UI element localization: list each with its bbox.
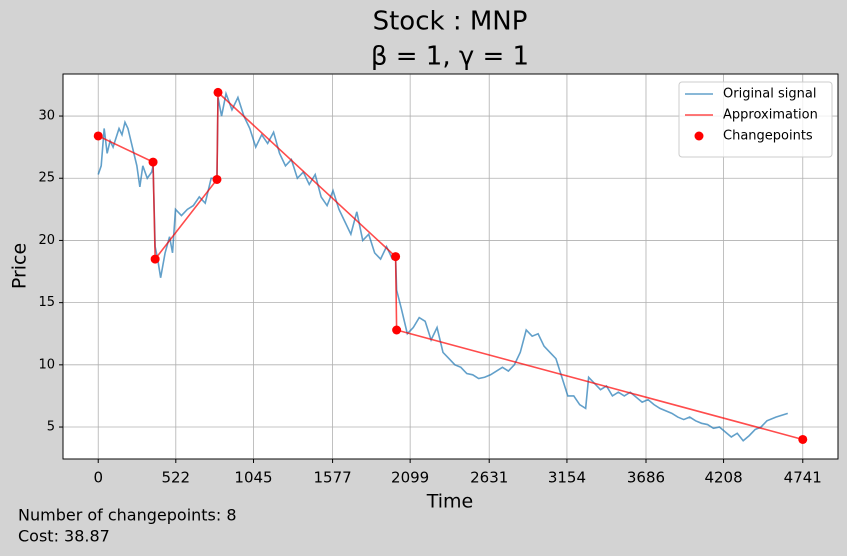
y-tick-label: 25: [38, 171, 55, 186]
annotation: Cost: 38.87: [18, 527, 110, 546]
x-tick-label: 4208: [704, 469, 742, 487]
changepoint: [148, 157, 158, 167]
plot-layer: [63, 74, 838, 459]
changepoint: [212, 174, 222, 184]
changepoint: [391, 252, 401, 262]
legend-label: Original signal: [723, 87, 816, 102]
series-line: [97, 90, 803, 441]
x-tick-label: 1045: [234, 469, 272, 487]
x-tick-label: 3686: [627, 469, 665, 487]
x-axis-label: Time: [426, 491, 474, 513]
y-axis-label: Price: [9, 243, 31, 289]
x-tick-label: 0: [93, 469, 103, 487]
y-tick-label: 20: [38, 233, 55, 248]
x-tick-label: 3154: [548, 469, 586, 487]
legend-box: [678, 81, 833, 158]
changepoint: [150, 254, 160, 264]
changepoint: [213, 87, 223, 97]
y-tick-label: 15: [38, 295, 55, 310]
legend-marker: [694, 131, 704, 141]
y-tick-label: 10: [38, 357, 55, 372]
y-tick-label: 5: [47, 420, 55, 435]
legend-label: Changepoints: [723, 129, 813, 144]
x-tick-label: 1577: [313, 469, 351, 487]
series-line: [97, 90, 789, 442]
x-tick-label: 2099: [391, 469, 429, 487]
x-tick-label: 2631: [470, 469, 508, 487]
chart-subtitle: β = 1, γ = 1: [371, 42, 529, 72]
y-tick-label: 30: [38, 109, 55, 124]
changepoint: [392, 325, 402, 335]
plot-area: [62, 73, 839, 460]
annotation: Number of changepoints: 8: [18, 506, 237, 525]
legend-label: Approximation: [723, 108, 818, 123]
chart-title: Stock : MNP: [373, 7, 528, 37]
x-tick-label: 4741: [784, 469, 822, 487]
changepoint: [798, 434, 808, 444]
x-tick-label: 522: [161, 469, 190, 487]
changepoint: [93, 131, 103, 141]
